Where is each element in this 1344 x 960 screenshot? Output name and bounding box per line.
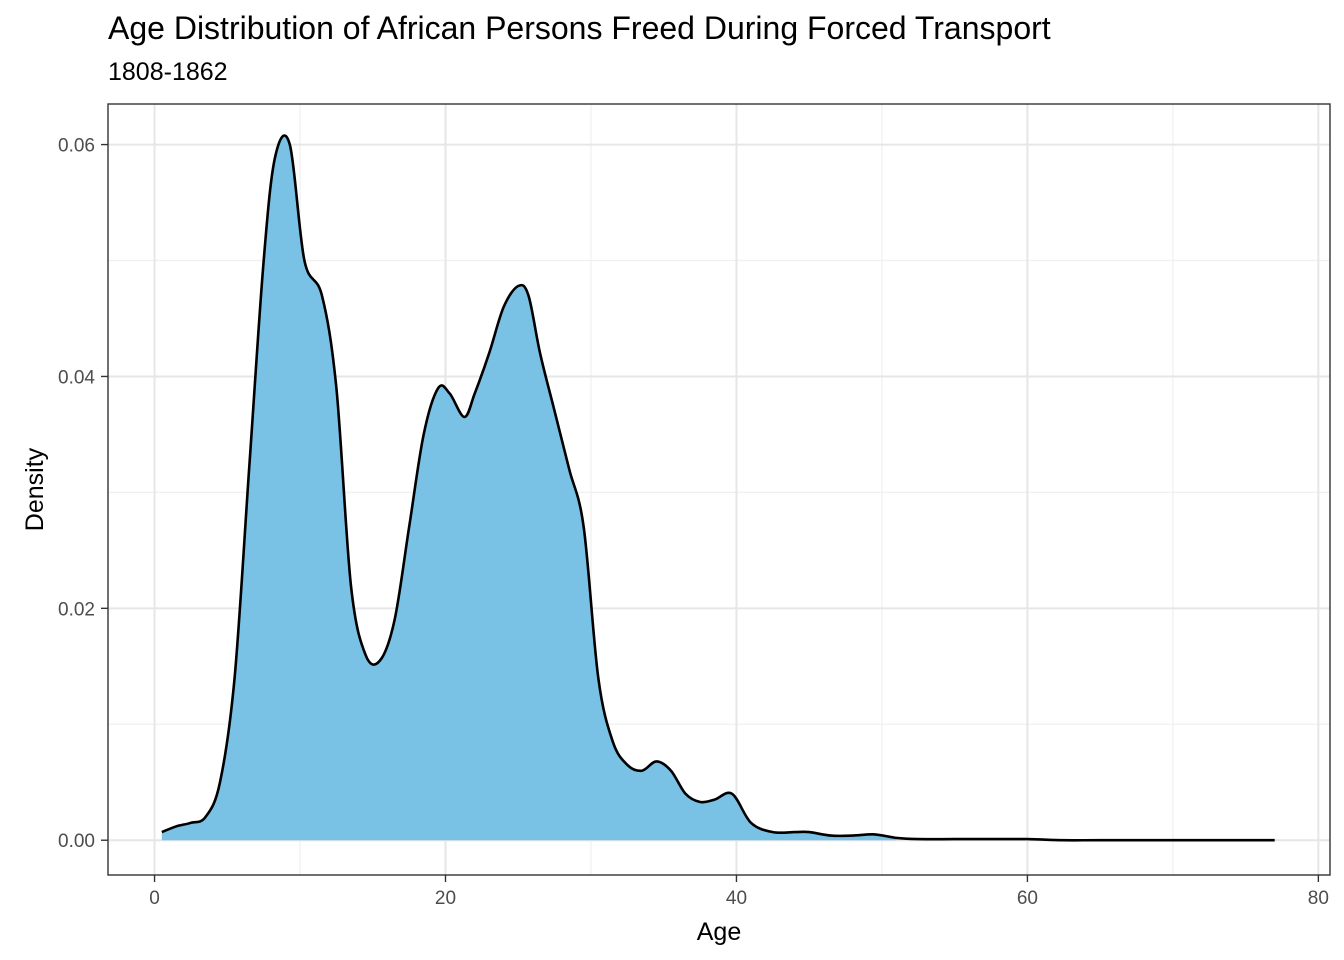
chart-title: Age Distribution of African Persons Free…	[108, 10, 1051, 46]
y-tick-label: 0.02	[58, 599, 95, 620]
x-tick-label: 60	[1017, 888, 1038, 909]
x-tick-label: 0	[149, 888, 160, 909]
y-tick-label: 0.04	[58, 367, 95, 388]
axis-ticks: 0 20 40 60 80 0.00 0.02 0.04 0.06	[58, 136, 1329, 909]
x-tick-label: 80	[1308, 888, 1329, 909]
x-tick-label: 40	[726, 888, 747, 909]
x-axis-title: Age	[697, 918, 741, 946]
y-axis-title: Density	[21, 447, 49, 531]
panel-border	[107, 103, 1331, 876]
x-tick-label: 20	[435, 888, 456, 909]
density-area-fill	[161, 135, 897, 841]
density-curve	[161, 134, 1275, 842]
y-tick-label: 0.00	[58, 831, 95, 852]
chart-subtitle: 1808-1862	[108, 58, 228, 86]
y-tick-label: 0.06	[58, 136, 95, 157]
